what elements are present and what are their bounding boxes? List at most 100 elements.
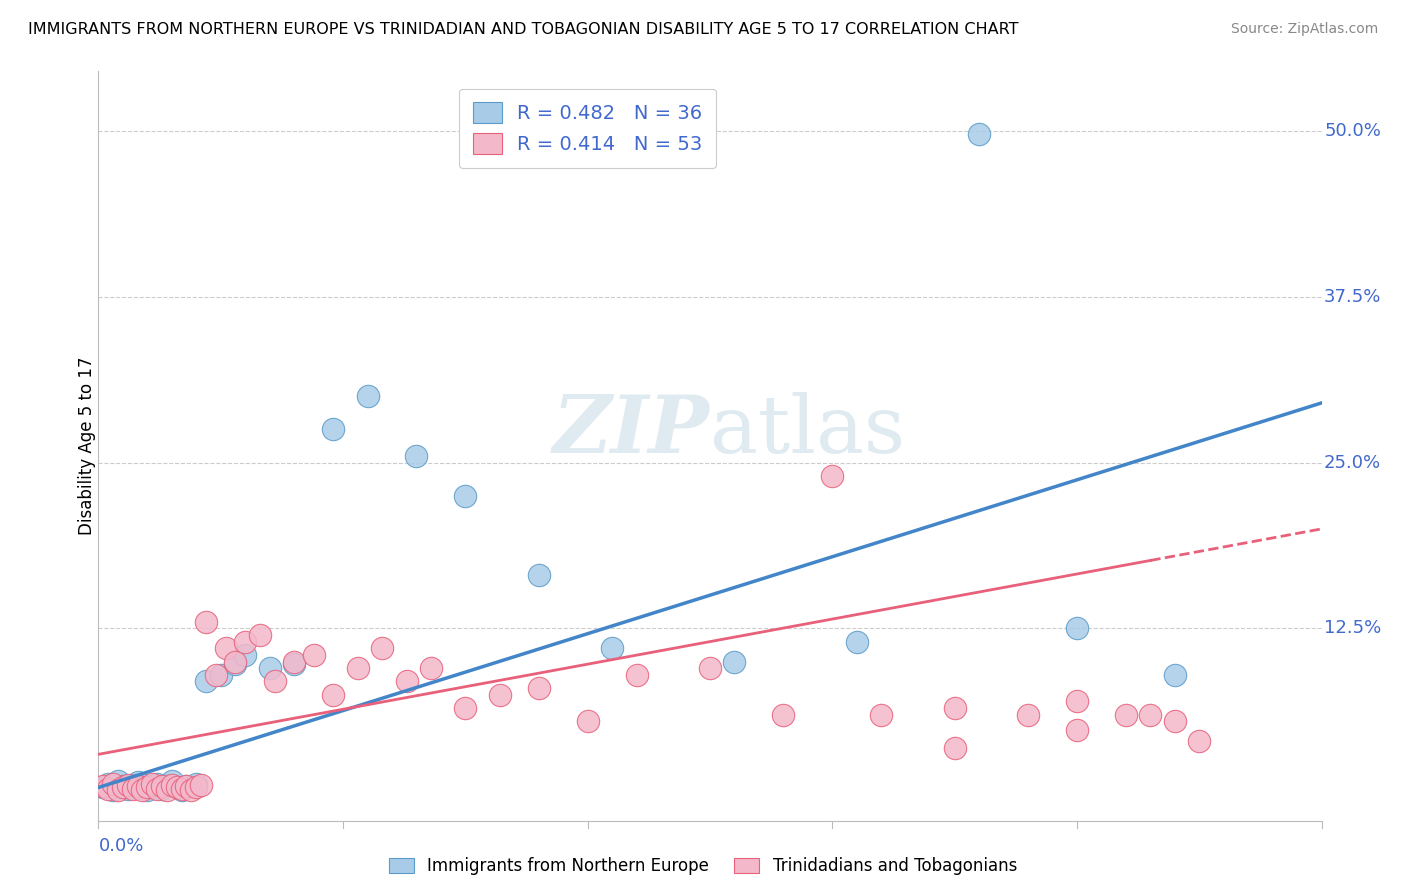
Point xyxy=(371,641,394,656)
Point xyxy=(259,661,281,675)
Point xyxy=(356,389,378,403)
Point xyxy=(195,674,218,689)
Point xyxy=(111,780,134,795)
Point xyxy=(170,781,193,796)
Point xyxy=(699,661,721,675)
Text: 25.0%: 25.0% xyxy=(1324,453,1381,472)
Text: 12.5%: 12.5% xyxy=(1324,619,1381,638)
Point xyxy=(249,628,271,642)
Point xyxy=(127,775,149,789)
Point xyxy=(224,657,246,672)
Text: IMMIGRANTS FROM NORTHERN EUROPE VS TRINIDADIAN AND TOBAGONIAN DISABILITY AGE 5 T: IMMIGRANTS FROM NORTHERN EUROPE VS TRINI… xyxy=(28,22,1018,37)
Point xyxy=(170,783,193,797)
Point xyxy=(146,781,169,796)
Point xyxy=(420,661,443,675)
Point xyxy=(117,778,139,792)
Point xyxy=(209,667,232,681)
Point xyxy=(1188,734,1211,748)
Point xyxy=(1139,707,1161,722)
Point xyxy=(136,783,159,797)
Point xyxy=(141,779,163,793)
Point xyxy=(176,779,198,793)
Text: 50.0%: 50.0% xyxy=(1324,122,1381,140)
Legend: R = 0.482   N = 36, R = 0.414   N = 53: R = 0.482 N = 36, R = 0.414 N = 53 xyxy=(460,88,716,168)
Point xyxy=(626,667,648,681)
Point xyxy=(186,776,208,790)
Text: atlas: atlas xyxy=(710,392,905,470)
Point xyxy=(107,783,129,797)
Point xyxy=(943,701,966,715)
Point xyxy=(488,688,510,702)
Point xyxy=(150,781,173,796)
Point xyxy=(150,779,173,793)
Point xyxy=(91,780,114,795)
Point xyxy=(723,655,745,669)
Point xyxy=(190,778,212,792)
Point xyxy=(131,780,153,795)
Point xyxy=(176,779,198,793)
Point xyxy=(967,127,990,141)
Point xyxy=(772,707,794,722)
Point xyxy=(233,648,256,662)
Point xyxy=(131,783,153,797)
Point xyxy=(1164,667,1187,681)
Point xyxy=(160,778,183,792)
Point xyxy=(121,778,143,792)
Point xyxy=(117,781,139,796)
Point xyxy=(322,688,344,702)
Point xyxy=(263,674,285,689)
Point xyxy=(943,740,966,755)
Text: Source: ZipAtlas.com: Source: ZipAtlas.com xyxy=(1230,22,1378,37)
Point xyxy=(127,779,149,793)
Text: 0.0%: 0.0% xyxy=(98,837,143,855)
Point xyxy=(283,657,305,672)
Legend: Immigrants from Northern Europe, Trinidadians and Tobagonians: Immigrants from Northern Europe, Trinida… xyxy=(382,851,1024,882)
Point xyxy=(845,634,868,648)
Point xyxy=(1164,714,1187,728)
Point xyxy=(1066,694,1088,708)
Point xyxy=(405,449,427,463)
Point xyxy=(186,780,208,795)
Text: 37.5%: 37.5% xyxy=(1324,288,1382,306)
Point xyxy=(600,641,623,656)
Point xyxy=(121,781,143,796)
Point xyxy=(1017,707,1039,722)
Point xyxy=(195,615,218,629)
Point xyxy=(156,783,179,797)
Point xyxy=(166,780,188,795)
Point xyxy=(454,489,477,503)
Point xyxy=(136,780,159,795)
Point xyxy=(111,779,134,793)
Point xyxy=(1066,621,1088,635)
Point xyxy=(395,674,418,689)
Point xyxy=(224,655,246,669)
Text: ZIP: ZIP xyxy=(553,392,710,470)
Point xyxy=(146,776,169,790)
Point xyxy=(576,714,599,728)
Point xyxy=(527,681,550,695)
Point xyxy=(322,422,344,436)
Point xyxy=(101,776,124,790)
Point xyxy=(156,778,179,792)
Point xyxy=(1115,707,1137,722)
Point xyxy=(233,634,256,648)
Point xyxy=(101,783,124,797)
Point xyxy=(166,780,188,795)
Point xyxy=(91,779,114,793)
Point xyxy=(107,773,129,788)
Point xyxy=(160,773,183,788)
Point xyxy=(454,701,477,715)
Point xyxy=(346,661,368,675)
Point xyxy=(97,781,120,796)
Point xyxy=(527,568,550,582)
Point xyxy=(821,468,844,483)
Point xyxy=(214,641,236,656)
Point xyxy=(205,667,228,681)
Point xyxy=(97,776,120,790)
Point xyxy=(870,707,893,722)
Y-axis label: Disability Age 5 to 17: Disability Age 5 to 17 xyxy=(79,357,96,535)
Point xyxy=(283,655,305,669)
Point xyxy=(141,776,163,790)
Point xyxy=(180,783,202,797)
Point xyxy=(302,648,325,662)
